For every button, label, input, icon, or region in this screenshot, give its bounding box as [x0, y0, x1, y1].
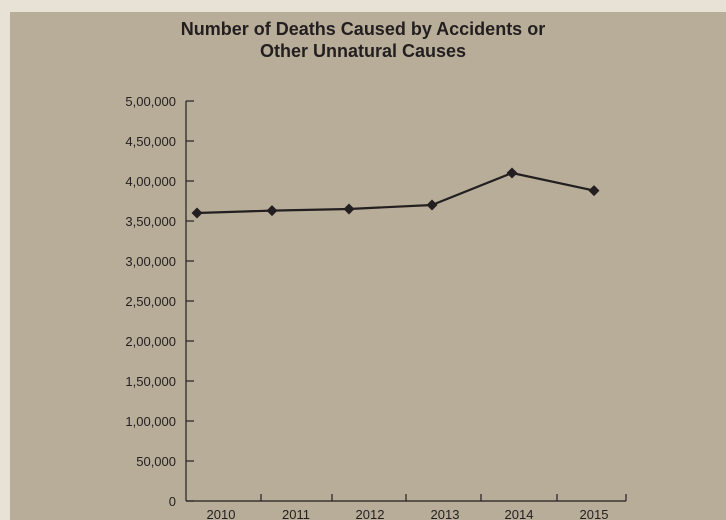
x-tick-label-2010: 2010 [207, 507, 236, 520]
y-tick-label-1: 50,000 [136, 454, 176, 469]
y-tick-label-9: 4,50,000 [125, 134, 176, 149]
chart-title-line-1: Number of Deaths Caused by Accidents or [180, 19, 546, 39]
y-tick-label-4: 2,00,000 [125, 334, 176, 349]
chart-title: Number of Deaths Caused by Accidents or … [0, 18, 726, 62]
x-tick-label-2014: 2014 [505, 507, 534, 520]
y-tick-label-0: 0 [169, 494, 176, 509]
data-point-2014 [506, 167, 518, 179]
series-line [196, 171, 595, 215]
y-tick-label-5: 2,50,000 [125, 294, 176, 309]
y-tick-label-3: 1,50,000 [125, 374, 176, 389]
y-tick-label-10: 5,00,000 [125, 94, 176, 109]
chart-panel [10, 12, 726, 520]
y-tick-label-7: 3,50,000 [125, 214, 176, 229]
data-point-2015 [588, 185, 600, 197]
x-tick-label-2015: 2015 [580, 507, 609, 520]
data-point-2012 [343, 203, 355, 215]
y-tick-label-6: 3,00,000 [125, 254, 176, 269]
data-point-2013 [426, 199, 438, 211]
x-tick-label-2012: 2012 [356, 507, 385, 520]
y-tick-label-8: 4,00,000 [125, 174, 176, 189]
x-tick-label-2013: 2013 [431, 507, 460, 520]
x-tick-label-2011: 2011 [282, 507, 310, 520]
data-point-2011 [266, 205, 278, 217]
y-tick-label-2: 1,00,000 [125, 414, 176, 429]
chart-title-line-2: Other Unnatural Causes [259, 41, 467, 61]
data-point-2010 [191, 207, 203, 219]
